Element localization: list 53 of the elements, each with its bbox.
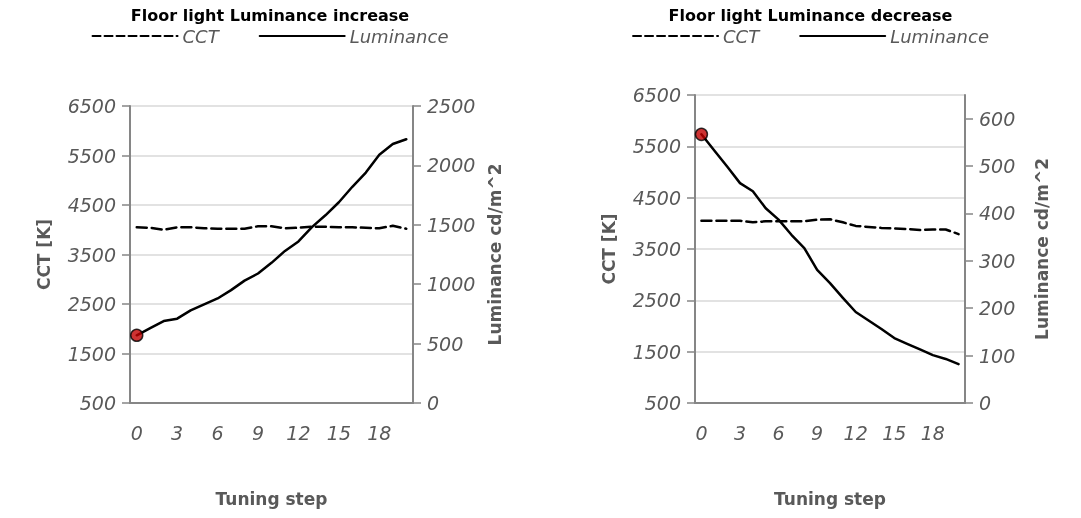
x-tick-label: 0 [130,421,143,444]
y2-axis-title: Luminance cd/m^2 [1031,158,1052,340]
chart-title: Floor light Luminance increase [130,5,410,25]
y-tick-label: 1500 [67,342,116,365]
x-tick-label: 6 [211,421,224,444]
y2-tick-label: 300 [979,249,1016,272]
legend-label: CCT [723,25,762,47]
x-tick-label: 9 [811,421,824,444]
y2-tick-label: 2000 [427,154,476,177]
y-tick-label: 6500 [632,84,681,106]
y-tick-label: 4500 [67,194,116,216]
y-tick-label: 3500 [67,243,116,266]
y2-tick-label: 200 [979,297,1016,320]
y-tick-label: 500 [644,392,681,414]
x-tick-label: 15 [326,421,351,444]
x-tick-label: 3 [733,421,747,444]
y-axis-title: CCT [K] [33,218,54,291]
y2-tick-label: 400 [979,202,1016,225]
y-tick-label: 3500 [632,238,681,260]
x-tick-label: 6 [772,421,785,444]
y2-tick-label: 2500 [427,95,476,117]
legend-label: Luminance [890,25,989,47]
x-axis-title: Tuning step [215,488,328,509]
y2-tick-label: 0 [979,392,992,414]
y2-tick-label: 500 [979,155,1016,178]
y2-tick-label: 600 [979,107,1016,130]
x-axis-title: Tuning step [774,488,886,509]
y-tick-label: 2500 [632,289,681,312]
y-tick-label: 1500 [632,340,681,363]
y2-tick-label: 0 [427,392,440,414]
y-tick-label: 2500 [67,293,116,315]
y2-tick-label: 1500 [427,213,476,236]
y2-tick-label: 500 [427,332,464,355]
x-tick-label: 9 [251,421,265,444]
y-tick-label: 5500 [67,144,116,167]
y-tick-label: 5500 [632,135,681,158]
x-tick-label: 18 [367,421,392,444]
y-axis-title: CCT [K] [598,213,619,285]
y2-tick-label: 1000 [427,273,476,296]
legend-label: CCT [182,25,221,47]
x-tick-label: 0 [695,421,708,444]
x-tick-label: 18 [920,421,945,444]
legend-label: Luminance [349,25,449,47]
y2-tick-label: 100 [979,344,1016,367]
x-tick-label: 3 [171,421,184,444]
y2-axis-title: Luminance cd/m^2 [484,163,505,346]
x-tick-label: 15 [882,421,907,444]
x-tick-label: 12 [286,421,311,444]
y-tick-label: 4500 [632,186,681,209]
y-tick-label: 6500 [67,95,116,117]
x-tick-label: 12 [843,421,868,444]
y-tick-label: 500 [79,392,116,414]
chart-title: Floor light Luminance decrease [668,5,953,25]
